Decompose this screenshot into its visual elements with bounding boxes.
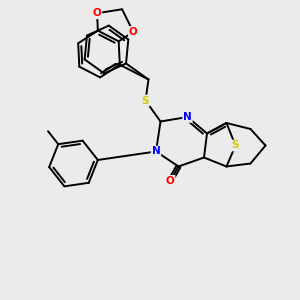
- Text: N: N: [152, 146, 160, 157]
- Text: O: O: [93, 8, 101, 18]
- Text: O: O: [166, 176, 175, 186]
- Text: S: S: [142, 95, 149, 106]
- Text: S: S: [232, 140, 239, 151]
- Text: N: N: [183, 112, 192, 122]
- Text: O: O: [129, 27, 138, 37]
